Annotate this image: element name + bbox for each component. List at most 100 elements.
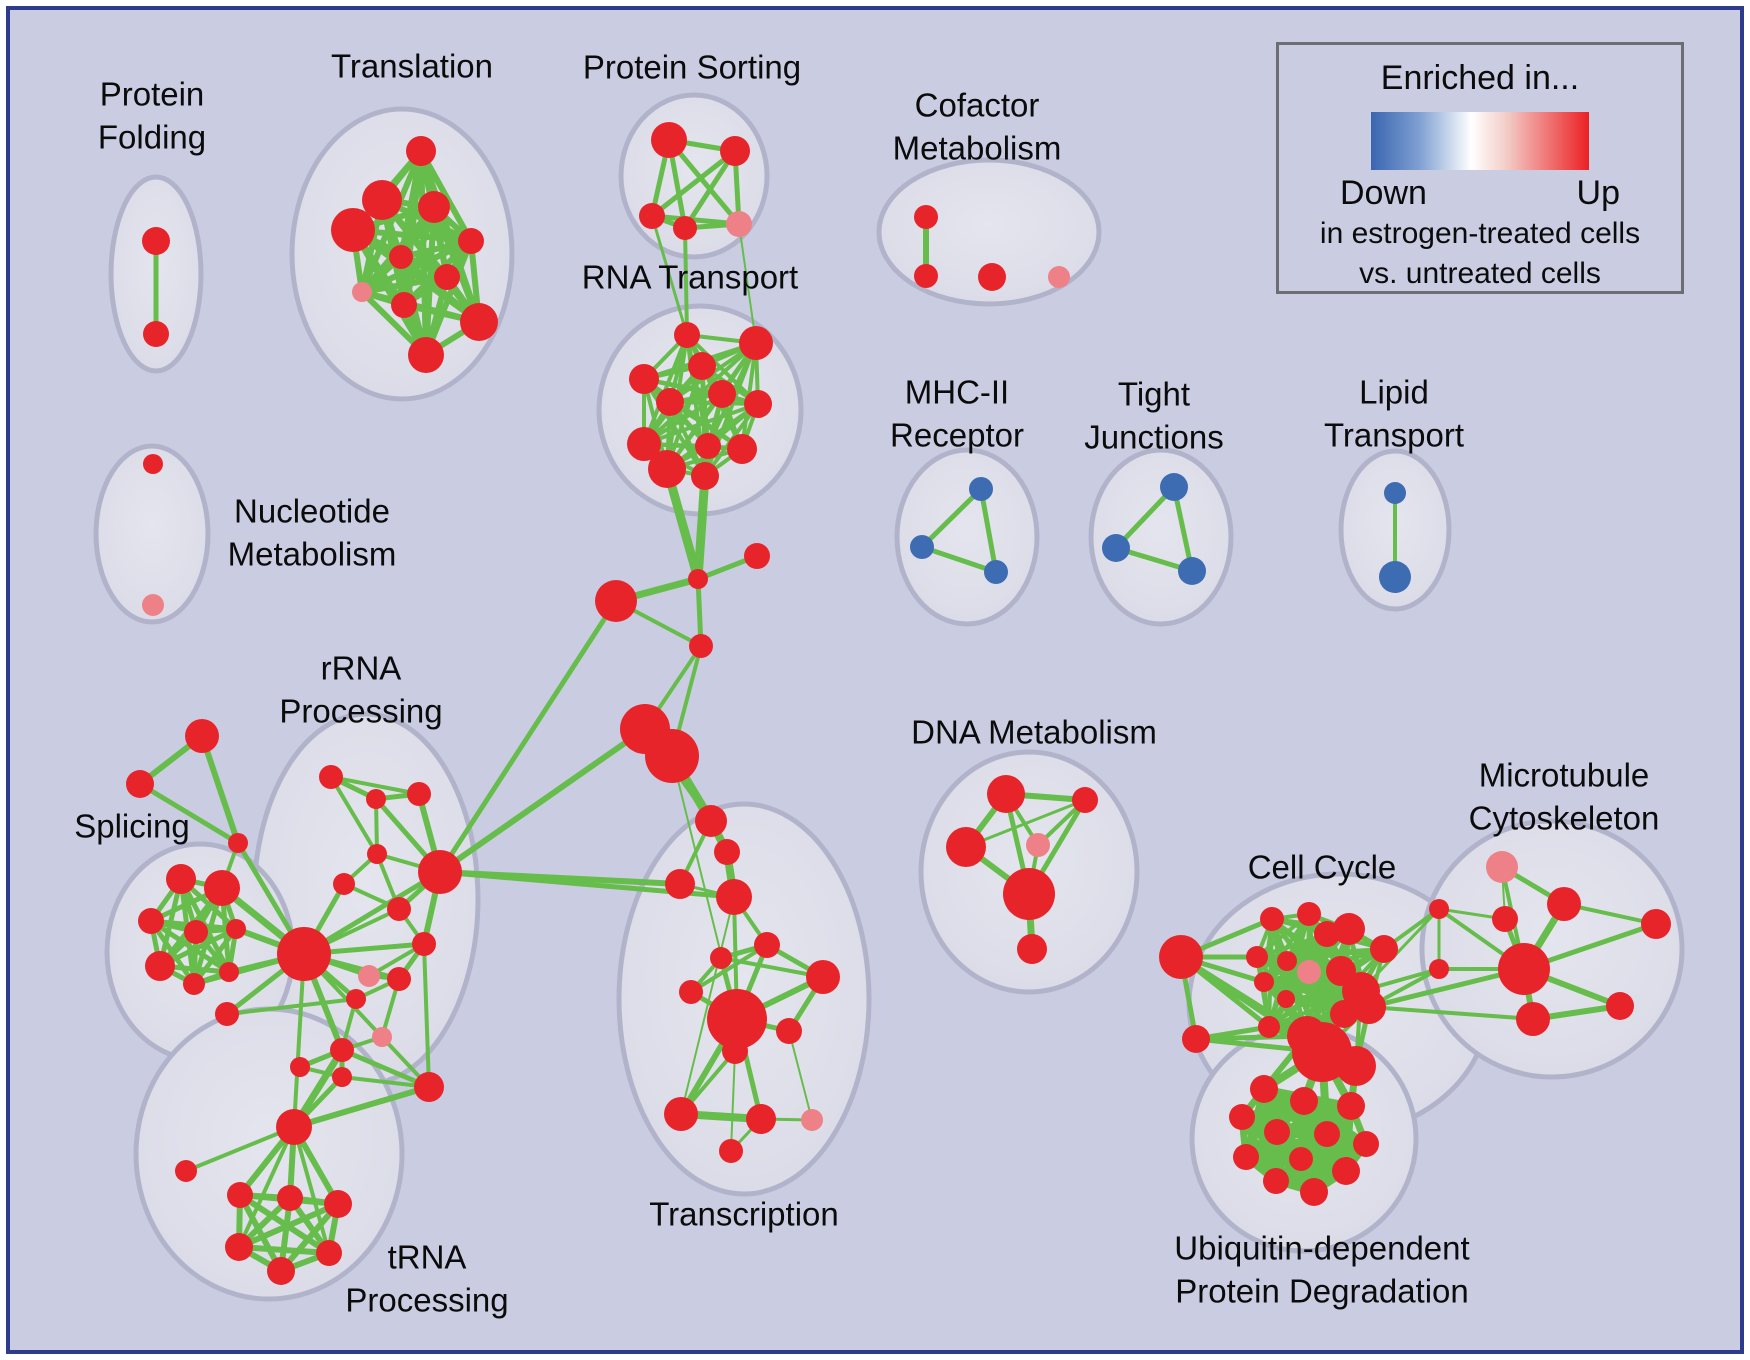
node-m3[interactable] [1492, 906, 1518, 932]
node-ps2[interactable] [720, 136, 750, 166]
node-rt11[interactable] [727, 434, 757, 464]
node-tc14[interactable] [801, 1109, 823, 1131]
node-tc5[interactable] [754, 932, 780, 958]
node-tc12[interactable] [664, 1097, 698, 1131]
node-tn1[interactable] [227, 1182, 253, 1208]
node-r14[interactable] [330, 1038, 354, 1062]
node-u11[interactable] [1263, 1168, 1289, 1194]
node-x2[interactable] [126, 770, 154, 798]
node-r17[interactable] [414, 1072, 444, 1102]
node-tc11[interactable] [722, 1038, 748, 1064]
node-cm3[interactable] [978, 263, 1006, 291]
node-rt2[interactable] [739, 326, 773, 360]
node-tn2[interactable] [277, 1185, 303, 1211]
node-rt9[interactable] [648, 450, 686, 488]
node-d2[interactable] [1072, 787, 1098, 813]
node-c6[interactable] [645, 729, 699, 783]
node-u1[interactable] [1250, 1075, 1278, 1103]
node-tn4[interactable] [225, 1233, 253, 1261]
node-u12[interactable] [1300, 1178, 1328, 1206]
node-d4[interactable] [1026, 833, 1050, 857]
node-d6[interactable] [1017, 934, 1047, 964]
node-ps1[interactable] [651, 122, 687, 158]
node-sp6[interactable] [145, 951, 175, 981]
node-tj1[interactable] [1160, 473, 1188, 501]
node-t1[interactable] [406, 136, 436, 166]
node-d3[interactable] [946, 827, 986, 867]
node-r1[interactable] [319, 765, 343, 789]
node-tc9[interactable] [776, 1018, 802, 1044]
node-cy8[interactable] [1297, 960, 1321, 984]
node-t5[interactable] [458, 228, 484, 254]
node-cy4[interactable] [1333, 913, 1365, 945]
node-x3[interactable] [228, 833, 248, 853]
node-tc10[interactable] [707, 989, 767, 1049]
node-m1[interactable] [1486, 851, 1518, 883]
node-c4[interactable] [689, 634, 713, 658]
node-m6[interactable] [1606, 992, 1634, 1020]
node-u5[interactable] [1264, 1119, 1290, 1145]
node-d1[interactable] [987, 775, 1025, 813]
node-r11[interactable] [387, 967, 411, 991]
node-c1[interactable] [688, 569, 708, 589]
node-cm4[interactable] [1048, 266, 1070, 288]
node-sp4[interactable] [184, 920, 208, 944]
node-tn3[interactable] [324, 1190, 352, 1218]
node-u10[interactable] [1332, 1157, 1360, 1185]
node-cy1[interactable] [1260, 907, 1284, 931]
node-t4[interactable] [331, 208, 375, 252]
node-cy13[interactable] [1352, 990, 1386, 1024]
node-u4[interactable] [1229, 1104, 1255, 1130]
node-m4[interactable] [1498, 943, 1550, 995]
node-r8[interactable] [358, 965, 380, 987]
node-cs1[interactable] [1159, 935, 1203, 979]
node-sp2[interactable] [204, 870, 240, 906]
node-tn6[interactable] [267, 1257, 295, 1285]
node-cy2[interactable] [1297, 902, 1321, 926]
node-r13[interactable] [215, 1002, 239, 1026]
node-t11[interactable] [408, 337, 444, 373]
node-r4[interactable] [367, 844, 387, 864]
node-t7[interactable] [434, 264, 460, 290]
node-tc4[interactable] [716, 879, 752, 915]
node-pf1[interactable] [142, 227, 170, 255]
node-sp8[interactable] [219, 962, 239, 982]
node-tc6[interactable] [710, 947, 732, 969]
node-cy7[interactable] [1277, 951, 1297, 971]
node-rt10[interactable] [695, 433, 721, 459]
node-pf2[interactable] [143, 321, 169, 347]
node-rt4[interactable] [688, 352, 716, 380]
node-t9[interactable] [391, 292, 417, 318]
node-u2[interactable] [1290, 1087, 1318, 1115]
node-rt7[interactable] [744, 390, 772, 418]
node-r6[interactable] [333, 873, 355, 895]
node-c2[interactable] [744, 543, 770, 569]
node-u7[interactable] [1353, 1131, 1379, 1157]
node-r3[interactable] [407, 782, 431, 806]
node-cy5[interactable] [1370, 935, 1398, 963]
node-tc2[interactable] [714, 839, 740, 865]
node-u8[interactable] [1233, 1144, 1259, 1170]
node-rt5[interactable] [656, 388, 684, 416]
node-m2[interactable] [1547, 887, 1581, 921]
node-tj2[interactable] [1102, 534, 1130, 562]
node-mb2[interactable] [1429, 959, 1449, 979]
node-r2[interactable] [366, 789, 386, 809]
node-sp7[interactable] [183, 973, 205, 995]
node-ps5[interactable] [726, 211, 752, 237]
node-mh1[interactable] [969, 477, 993, 501]
node-tc15[interactable] [719, 1139, 743, 1163]
node-cy15[interactable] [1258, 1016, 1280, 1038]
node-mh3[interactable] [984, 560, 1008, 584]
node-rt6[interactable] [708, 380, 736, 408]
node-cyh2[interactable] [1336, 1046, 1376, 1086]
node-tc7[interactable] [679, 980, 703, 1004]
node-mh2[interactable] [910, 535, 934, 559]
node-t10[interactable] [460, 303, 498, 341]
node-cm2[interactable] [914, 264, 938, 288]
node-rt3[interactable] [629, 364, 659, 394]
node-tj3[interactable] [1178, 557, 1206, 585]
node-u9[interactable] [1289, 1147, 1313, 1171]
node-ps4[interactable] [673, 216, 697, 240]
node-rt1[interactable] [674, 322, 700, 348]
